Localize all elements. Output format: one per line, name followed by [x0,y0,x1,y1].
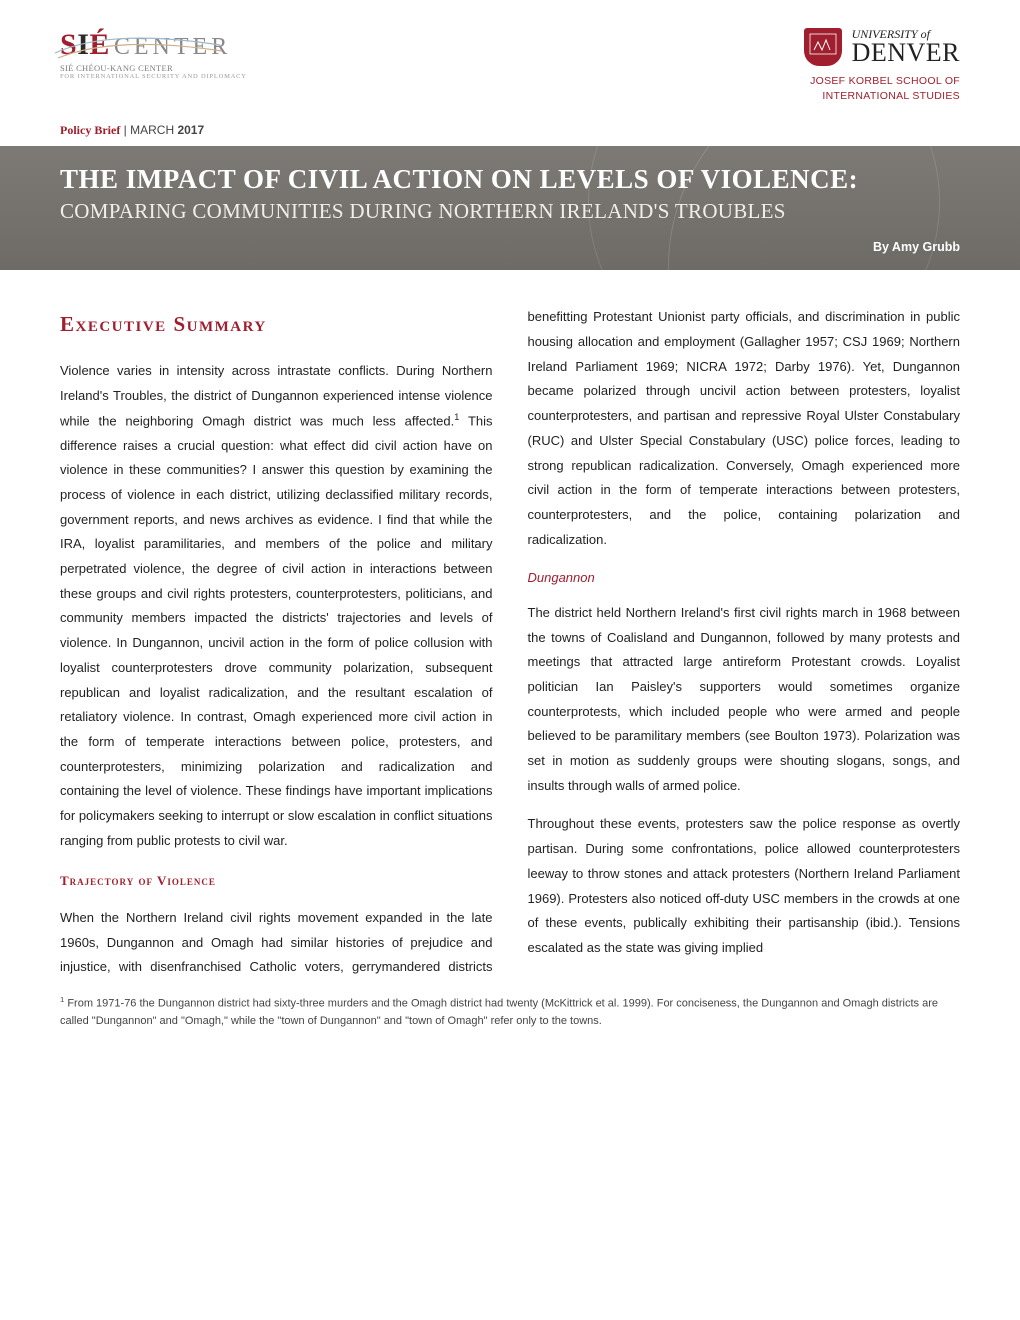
shield-icon [804,28,842,66]
paragraph-3: The district held Northern Ireland's fir… [528,601,961,799]
body-columns: Executive Summary Violence varies in int… [0,270,1020,980]
policy-brief-label: Policy Brief [60,123,120,137]
denver-logo: UNIVERSITY of DENVER JOSEF KORBEL SCHOOL… [710,28,960,103]
title-subtitle: COMPARING COMMUNITIES DURING NORTHERN IR… [60,199,960,224]
header: SIÉCENTER SIÉ CHÉOU-KANG CENTER FOR INTE… [0,0,1020,103]
policy-brief-line: Policy Brief | MARCH 2017 [0,103,1020,146]
month: MARCH [130,123,177,137]
trajectory-heading: Trajectory of Violence [60,869,493,894]
dungannon-heading: Dungannon [528,566,961,591]
paragraph-1: Violence varies in intensity across intr… [60,359,493,853]
title-banner: THE IMPACT OF CIVIL ACTION ON LEVELS OF … [0,146,1020,270]
denver-word: DENVER [852,40,960,66]
paragraph-4: Throughout these events, protesters saw … [528,812,961,960]
byline: By Amy Grubb [60,240,960,254]
sie-logo: SIÉCENTER SIÉ CHÉOU-KANG CENTER FOR INTE… [60,28,290,98]
footnote-text: From 1971-76 the Dungannon district had … [60,998,938,1028]
footnote: 1 From 1971-76 the Dungannon district ha… [0,980,1020,1051]
executive-summary-heading: Executive Summary [60,305,493,345]
swoosh-icon [50,23,230,68]
sie-tagline: FOR INTERNATIONAL SECURITY AND DIPLOMACY [60,73,290,80]
title-main: THE IMPACT OF CIVIL ACTION ON LEVELS OF … [60,164,960,195]
school-name: JOSEF KORBEL SCHOOL OF INTERNATIONAL STU… [710,74,960,103]
year: 2017 [177,123,204,137]
